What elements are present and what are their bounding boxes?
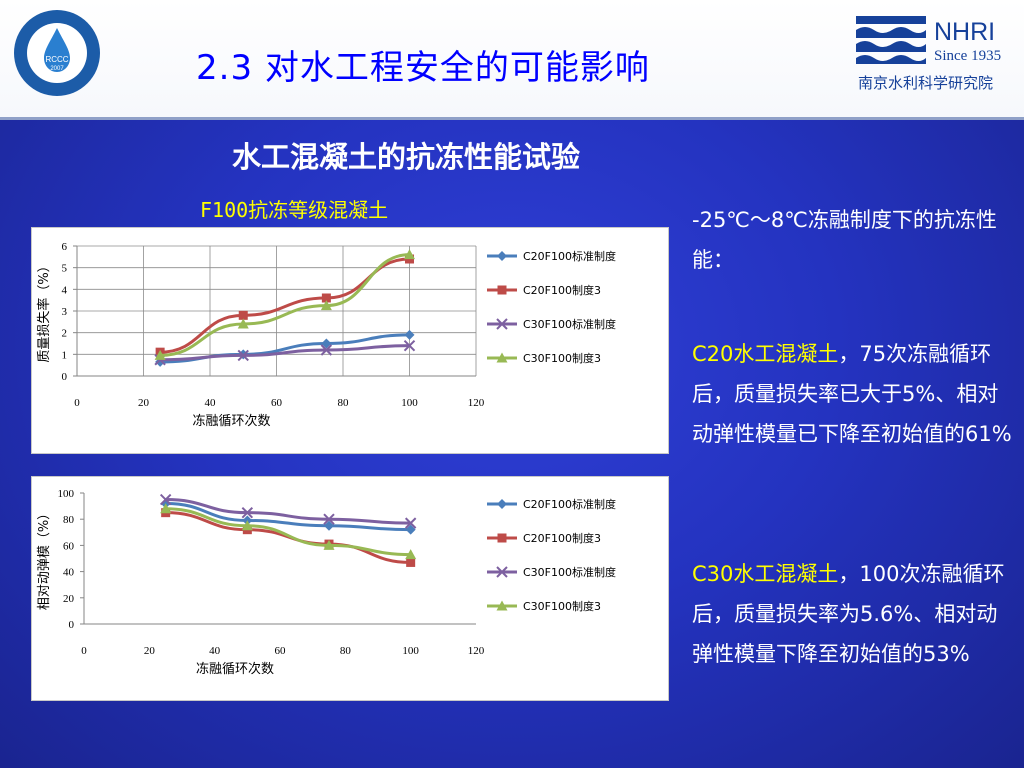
dynamic-modulus-chart-svg: 0 20 40 60 80 100 0 20 40 60 80 100 120 冻融循环次数 相对动弹模（%… bbox=[37, 488, 616, 677]
y-axis-title: 质量损失率（%） bbox=[36, 259, 52, 362]
legend-label: C30F100标准制度 bbox=[523, 565, 616, 579]
x-tick-label: 40 bbox=[209, 645, 221, 657]
legend-marker bbox=[497, 285, 507, 295]
data-point bbox=[404, 517, 417, 529]
legend-label: C20F100制度3 bbox=[523, 283, 601, 297]
legend-label: C30F100制度3 bbox=[523, 351, 601, 365]
x-axis-title: 冻融循环次数 bbox=[192, 413, 270, 429]
data-point bbox=[323, 513, 335, 525]
x-tick-label: 60 bbox=[275, 645, 287, 657]
text-c30-highlight: C30水工混凝土 bbox=[692, 562, 839, 586]
logo-rccc-text: RCCC bbox=[45, 55, 68, 64]
series-line bbox=[165, 501, 411, 532]
x-tick-label: 80 bbox=[338, 397, 350, 409]
series-line bbox=[160, 253, 410, 357]
x-tick-label: 80 bbox=[340, 645, 352, 657]
data-point bbox=[320, 300, 332, 311]
legend-marker bbox=[496, 352, 508, 363]
data-point bbox=[406, 557, 416, 567]
legend-marker bbox=[497, 499, 507, 509]
y-tick-label: 6 bbox=[62, 241, 68, 253]
x-tick-label: 120 bbox=[468, 397, 485, 409]
data-point bbox=[405, 524, 416, 535]
y-tick-label: 0 bbox=[62, 371, 68, 383]
text-c30-result: C30水工混凝土，100次冻融循环后，质量损失率为5.6%、相对动弹性模量下降至… bbox=[692, 554, 1018, 674]
section-subtitle: 水工混凝土的抗冻性能试验 bbox=[232, 140, 581, 174]
legend-marker bbox=[496, 318, 508, 330]
x-tick-label: 120 bbox=[468, 645, 485, 657]
y-tick-label: 20 bbox=[63, 593, 75, 605]
header-divider bbox=[0, 117, 1024, 120]
x-tick-label: 40 bbox=[205, 397, 217, 409]
data-point bbox=[241, 520, 253, 531]
data-point bbox=[405, 549, 417, 560]
chart-caption: F100抗冻等级混凝土 bbox=[200, 198, 389, 222]
y-tick-label: 60 bbox=[63, 540, 75, 552]
data-point bbox=[241, 506, 254, 519]
x-tick-label: 20 bbox=[144, 645, 156, 657]
x-tick-label: 60 bbox=[271, 397, 283, 409]
data-point bbox=[237, 349, 249, 362]
mass-loss-chart: 0 1 2 3 4 5 6 0 20 40 60 80 100 120 冻融循环次数 质量损失率（%） C20F… bbox=[31, 227, 669, 454]
y-tick-label: 3 bbox=[62, 306, 68, 318]
series-line bbox=[165, 507, 411, 557]
text-freeze-thaw-regime: -25℃～8℃冻融制度下的抗冻性能： bbox=[692, 200, 1018, 280]
data-point bbox=[159, 493, 172, 506]
legend-marker bbox=[497, 533, 507, 543]
y-tick-label: 4 bbox=[62, 284, 68, 296]
legend-label: C20F100标准制度 bbox=[523, 249, 616, 263]
data-point bbox=[321, 338, 332, 349]
y-tick-label: 80 bbox=[63, 514, 75, 526]
y-tick-label: 2 bbox=[62, 328, 68, 340]
x-tick-label: 100 bbox=[401, 397, 418, 409]
nhri-name: NHRI bbox=[934, 18, 996, 46]
nhri-since: Since 1935 bbox=[934, 48, 1002, 64]
y-tick-label: 100 bbox=[58, 488, 75, 500]
y-axis-title: 相对动弹模（%） bbox=[37, 507, 52, 610]
legend-marker bbox=[497, 251, 507, 261]
y-tick-label: 1 bbox=[62, 349, 68, 361]
series-line bbox=[165, 498, 411, 525]
data-point bbox=[404, 249, 415, 260]
data-point bbox=[404, 329, 415, 340]
slide-title: 2.3 对水工程安全的可能影响 bbox=[196, 48, 650, 88]
series-line bbox=[160, 344, 410, 362]
data-point bbox=[324, 520, 334, 531]
x-tick-label: 20 bbox=[138, 397, 150, 409]
text-c20-body: ，75次冻融循环后，质量损失率已大于5%、相对动弹性模量已下降至初始值的61% bbox=[692, 342, 1012, 446]
text-freeze-thaw-label: -25℃～8℃冻融制度下的抗冻性能： bbox=[692, 208, 997, 272]
legend-label: C20F100标准制度 bbox=[523, 497, 616, 511]
y-tick-label: 40 bbox=[63, 567, 75, 579]
y-tick-label: 5 bbox=[62, 263, 68, 275]
data-point bbox=[237, 318, 249, 329]
text-c20-result: C20水工混凝土，75次冻融循环后，质量损失率已大于5%、相对动弹性模量已下降至… bbox=[692, 334, 1018, 454]
legend-marker bbox=[496, 600, 508, 611]
x-tick-label: 0 bbox=[74, 397, 80, 409]
data-point bbox=[160, 503, 172, 514]
dynamic-modulus-chart: 0 20 40 60 80 100 0 20 40 60 80 100 120 冻融循环次数 相对动弹模（%… bbox=[31, 476, 669, 701]
legend-label: C30F100标准制度 bbox=[523, 317, 616, 331]
x-axis-title: 冻融循环次数 bbox=[196, 661, 274, 677]
data-point bbox=[154, 349, 166, 360]
data-point bbox=[323, 539, 335, 550]
legend-marker bbox=[496, 566, 508, 578]
data-point bbox=[320, 344, 333, 356]
nhri-logo-waves-icon bbox=[856, 16, 926, 64]
x-tick-label: 0 bbox=[81, 645, 87, 657]
data-point bbox=[321, 293, 331, 303]
text-c20-highlight: C20水工混凝土 bbox=[692, 342, 839, 366]
logo-year-text: 2007 bbox=[50, 66, 64, 72]
rccc-logo: RCCC 2007 bbox=[14, 10, 100, 96]
data-point bbox=[238, 310, 248, 320]
legend-label: C30F100制度3 bbox=[523, 599, 601, 613]
legend-label: C20F100制度3 bbox=[523, 531, 601, 545]
x-tick-label: 100 bbox=[402, 645, 419, 657]
y-tick-label: 0 bbox=[69, 619, 75, 631]
data-point bbox=[403, 339, 416, 352]
slide-header bbox=[0, 0, 1024, 118]
text-c30-body: ，100次冻融循环后，质量损失率为5.6%、相对动弹性模量下降至初始值的53% bbox=[692, 562, 1005, 666]
nhri-chinese-name: 南京水利科学研究院 bbox=[858, 74, 994, 92]
